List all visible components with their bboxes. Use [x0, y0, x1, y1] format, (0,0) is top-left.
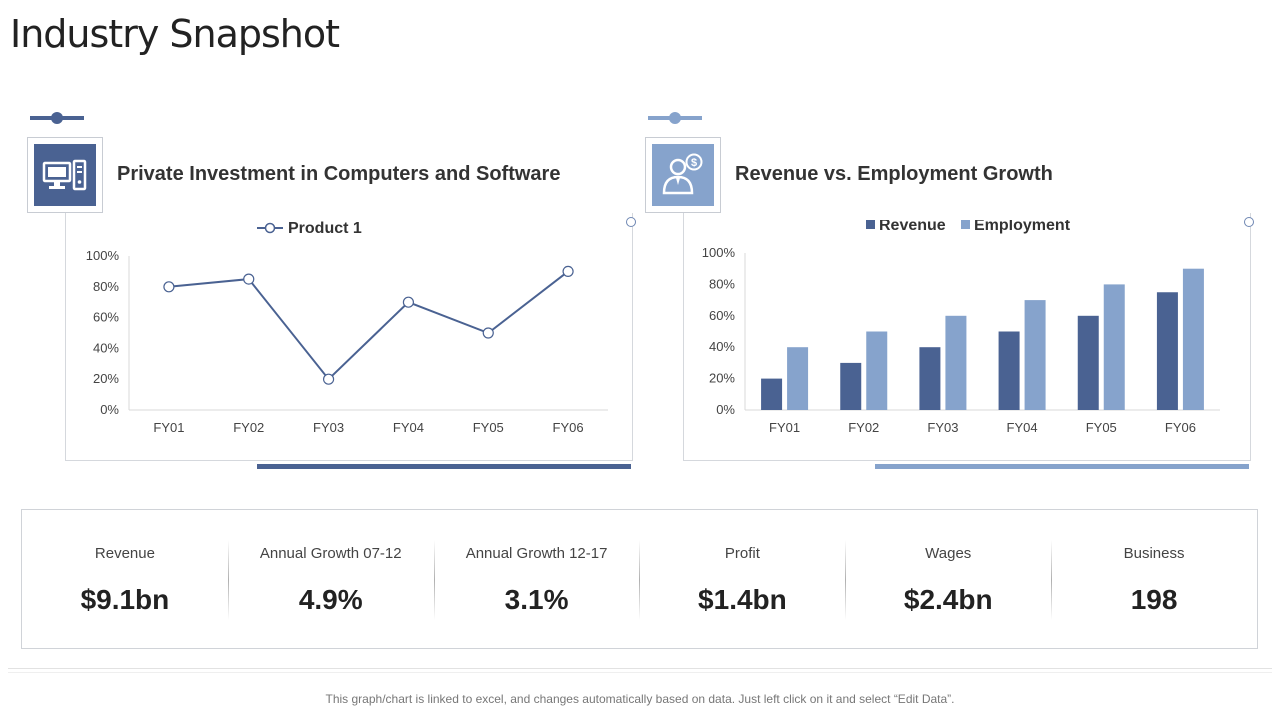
x-tick-label: FY01 [153, 420, 184, 435]
x-tick-label: FY04 [393, 420, 424, 435]
stat-label: Annual Growth 07-12 [259, 545, 402, 562]
bar-revenue [919, 347, 941, 410]
bar-revenue [840, 362, 862, 410]
stat-label: Business [1123, 545, 1185, 562]
stat-label: Wages [925, 545, 972, 562]
businessman-dollar-icon: $ [652, 144, 714, 206]
stat-growth-07-12: Annual Growth 07-12 4.9% [227, 510, 434, 648]
businessman-icon-box: $ [645, 137, 721, 213]
x-tick-label: FY03 [927, 420, 958, 435]
data-point [163, 281, 175, 293]
bar-revenue [998, 331, 1020, 410]
x-tick-label: FY05 [1086, 420, 1117, 435]
stat-growth-12-17: Annual Growth 12-17 3.1% [433, 510, 640, 648]
accent-bar [257, 464, 631, 469]
investment-line-chart: 0% 20% 40% 60% 80% 100% FY01 FY02 FY03 FY04 FY05 FY… [86, 220, 608, 435]
bar-employment [866, 331, 888, 410]
page-title: Industry Snapshot [10, 12, 340, 56]
x-tick-label: FY04 [1007, 420, 1038, 435]
frame-corner-circle [626, 217, 636, 227]
y-tick-label: 20% [709, 371, 735, 386]
stat-revenue: Revenue $9.1bn [22, 510, 228, 648]
x-tick-label: FY06 [553, 420, 584, 435]
legend-swatch [961, 220, 970, 229]
stat-business: Business 198 [1051, 510, 1257, 648]
y-tick-label: 100% [86, 248, 120, 263]
bar-revenue [1156, 292, 1178, 410]
stat-value: $9.1bn [80, 584, 170, 615]
x-tick-label: FY03 [313, 420, 344, 435]
growth-bar-chart: 0% 20% 40% 60% 80% 100% FY01 FY02 FY03 FY04 FY05 FY… [702, 220, 1220, 435]
bar-employment [1024, 300, 1046, 410]
stat-value: 4.9% [298, 584, 363, 615]
panel-title: Revenue vs. Employment Growth [735, 163, 1053, 185]
data-point [562, 265, 574, 278]
investment-panel: Private Investment in Computers and Soft… [25, 105, 655, 475]
x-tick-label: FY06 [1165, 420, 1196, 435]
data-point [482, 327, 494, 339]
y-tick-label: 20% [93, 371, 119, 386]
stat-value: $2.4bn [903, 584, 993, 615]
x-tick-label: FY02 [233, 420, 264, 435]
stat-label: Profit [724, 545, 760, 562]
legend-label: Product 1 [288, 220, 362, 237]
computer-icon-box [27, 137, 103, 213]
x-tick-label: FY02 [848, 420, 879, 435]
y-tick-label: 80% [93, 279, 119, 294]
frame-corner-circle [1244, 217, 1254, 227]
data-point [402, 296, 415, 308]
footer-divider [8, 668, 1272, 669]
panel-title: Private Investment in Computers and Soft… [117, 163, 561, 185]
data-point [243, 273, 255, 285]
x-tick-label: FY01 [769, 420, 800, 435]
computer-icon [34, 144, 96, 206]
footer-divider [8, 672, 1272, 673]
connector-dot [669, 112, 681, 124]
stat-value: $1.4bn [698, 584, 787, 615]
connector-dot [51, 112, 63, 124]
stat-value: 198 [1130, 584, 1178, 615]
data-point [322, 373, 335, 385]
footer-note: This graph/chart is linked to excel, and… [325, 692, 955, 706]
stat-wages: Wages $2.4bn [845, 510, 1051, 648]
legend-label: Employment [974, 220, 1071, 234]
y-tick-label: 60% [93, 310, 119, 325]
stat-label: Annual Growth 12-17 [465, 545, 608, 562]
bar-employment [945, 315, 967, 410]
stat-profit: Profit $1.4bn [639, 510, 845, 648]
y-tick-label: 0% [716, 402, 735, 417]
bar-revenue [761, 378, 783, 410]
legend-marker [264, 222, 276, 234]
svg-text:$: $ [691, 157, 697, 169]
growth-panel: $ Revenue vs. Employment Growth 0% 20% 40%… [643, 105, 1273, 475]
y-tick-label: 0% [100, 402, 119, 417]
y-tick-label: 100% [702, 245, 736, 260]
chart-frame [65, 213, 633, 461]
legend-label: Revenue [879, 220, 946, 234]
legend-swatch [866, 220, 875, 229]
bar-employment [1182, 268, 1204, 410]
accent-bar [875, 464, 1249, 469]
stat-value: 3.1% [504, 584, 569, 615]
x-tick-label: FY05 [473, 420, 504, 435]
y-tick-label: 60% [709, 308, 735, 323]
stat-label: Revenue [94, 545, 155, 562]
chart-frame [683, 213, 1251, 461]
y-tick-label: 80% [709, 276, 735, 291]
bar-revenue [1077, 315, 1099, 410]
series-line [168, 270, 569, 381]
bar-employment [1103, 284, 1125, 410]
y-tick-label: 40% [93, 340, 119, 355]
bar-employment [787, 347, 809, 410]
y-tick-label: 40% [709, 339, 735, 354]
stats-strip: Revenue $9.1bn Annual Growth 07-12 4.9% … [21, 509, 1258, 649]
